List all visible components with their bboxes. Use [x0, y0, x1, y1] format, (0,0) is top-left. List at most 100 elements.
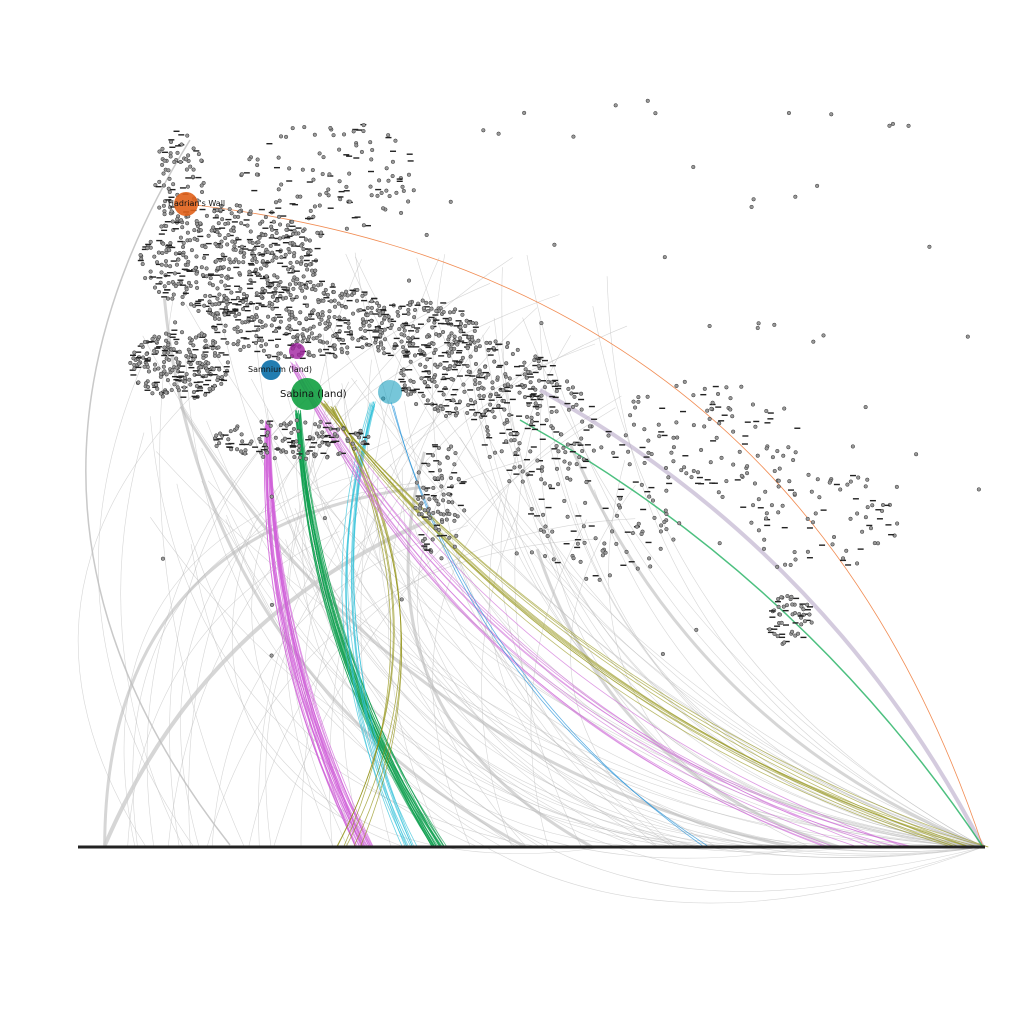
node: [302, 295, 308, 300]
node: [441, 534, 448, 537]
node: [210, 312, 215, 317]
node: [650, 498, 656, 503]
node: [318, 282, 324, 287]
node: [249, 439, 254, 444]
node: [187, 350, 192, 355]
node: [330, 282, 335, 287]
node: [327, 322, 332, 327]
node: [352, 446, 357, 451]
node: [530, 398, 537, 401]
node: [185, 177, 192, 179]
node: [575, 541, 580, 546]
node: [314, 247, 321, 250]
node: [237, 312, 242, 317]
node: [221, 255, 228, 258]
node: [242, 248, 249, 250]
node: [850, 474, 857, 477]
node: [426, 308, 431, 314]
node: [271, 355, 278, 358]
node: [447, 334, 452, 339]
node: [515, 431, 520, 436]
node: [777, 466, 782, 471]
edge: [325, 403, 957, 848]
node: [271, 291, 278, 293]
edge: [539, 388, 985, 848]
node: [564, 402, 571, 405]
node: [287, 441, 294, 444]
node: [244, 309, 251, 312]
node: [657, 434, 662, 439]
node: [188, 164, 193, 169]
node: [214, 433, 219, 438]
node: [197, 299, 204, 301]
node: [168, 139, 175, 141]
node: [168, 139, 174, 145]
node: [281, 265, 288, 268]
node: [362, 436, 369, 439]
node: [254, 306, 259, 311]
node: [402, 354, 409, 357]
node: [215, 286, 220, 291]
node: [204, 391, 211, 394]
node: [801, 607, 806, 612]
node: [207, 307, 212, 312]
node: [600, 553, 605, 558]
node: [418, 354, 425, 356]
node: [220, 252, 225, 257]
hub-node: [174, 192, 198, 216]
node: [466, 369, 471, 374]
node: [792, 622, 799, 624]
node: [741, 443, 748, 445]
node: [169, 336, 176, 338]
node: [267, 303, 272, 308]
node: [154, 339, 159, 344]
node: [260, 286, 265, 291]
node: [782, 640, 787, 645]
node: [173, 379, 180, 381]
node: [156, 239, 163, 242]
node: [359, 337, 366, 339]
node: [128, 360, 133, 365]
node: [279, 182, 284, 187]
node: [232, 308, 239, 310]
node: [175, 217, 180, 222]
node: [775, 448, 780, 454]
node: [412, 315, 417, 320]
node: [282, 242, 289, 244]
node: [202, 303, 207, 308]
node: [790, 602, 795, 607]
node: [511, 430, 518, 433]
node: [508, 432, 513, 437]
node: [227, 277, 234, 279]
node: [449, 376, 454, 381]
node: [734, 479, 741, 481]
node: [308, 208, 313, 213]
node: [336, 301, 341, 306]
node: [539, 438, 546, 440]
node: [278, 423, 283, 428]
edge: [530, 519, 588, 848]
node: [504, 402, 511, 404]
node: [158, 374, 163, 379]
node: [441, 310, 446, 315]
node: [767, 631, 774, 634]
node: [322, 426, 329, 429]
node: [453, 325, 460, 327]
node: [195, 304, 202, 307]
node: [646, 438, 651, 443]
node: [185, 184, 190, 189]
node: [534, 515, 541, 517]
node: [452, 518, 457, 523]
node: [848, 516, 853, 521]
node: [426, 462, 431, 467]
edge: [575, 503, 984, 848]
node: [339, 303, 344, 308]
node: [304, 316, 309, 321]
node: [810, 520, 816, 525]
node: [247, 249, 254, 251]
node: [184, 372, 189, 377]
node: [792, 550, 797, 555]
node: [739, 473, 744, 478]
node: [270, 233, 275, 239]
node: [675, 435, 680, 440]
